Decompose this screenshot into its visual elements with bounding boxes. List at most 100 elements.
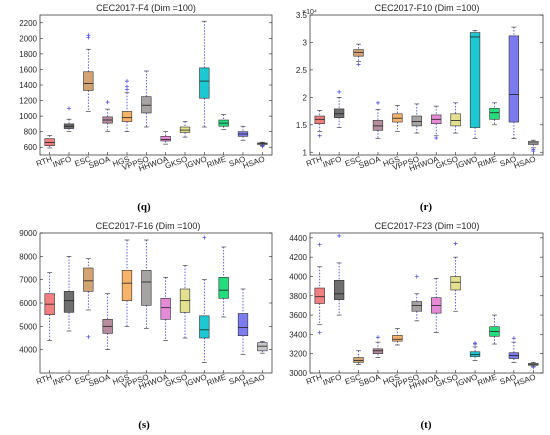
- y-tick-label: 800: [24, 128, 38, 137]
- outlier-marker: [86, 33, 91, 38]
- box-vppso: [411, 274, 422, 322]
- chart-caption: (q): [137, 201, 151, 213]
- box-iqr: [199, 315, 210, 339]
- chart-title: CEC2017-F10 (Dim =100): [375, 3, 480, 13]
- box-iqr: [121, 111, 133, 122]
- box-sao: [237, 288, 249, 355]
- box-hhwoa: [160, 131, 171, 145]
- box-vppso: [141, 239, 152, 329]
- y-tick-label: 4200: [289, 253, 307, 262]
- box-iqr: [141, 270, 152, 306]
- box-iqr: [353, 49, 364, 57]
- box-rth: [314, 110, 325, 138]
- y-tick-label: 2200: [19, 19, 37, 28]
- box-hgs: [392, 105, 403, 132]
- x-tick-label: IGWO: [455, 372, 479, 388]
- outlier-marker: [125, 84, 129, 89]
- box-igwo: [469, 341, 481, 361]
- y-tick-label: 9000: [19, 229, 37, 238]
- outlier-marker: [202, 235, 207, 240]
- box-iqr: [392, 335, 403, 342]
- chart-caption: (s): [138, 419, 150, 431]
- outlier-marker: [67, 106, 71, 111]
- y-tick-label: 7000: [19, 276, 37, 285]
- box-info: [333, 89, 345, 128]
- outlier-marker: [414, 274, 419, 279]
- box-esc: [353, 43, 364, 67]
- outlier-marker: [317, 133, 322, 138]
- box-sboa: [102, 100, 113, 132]
- box-rth: [314, 242, 325, 335]
- y-tick-label: 5000: [19, 322, 37, 331]
- box-iqr: [450, 276, 461, 291]
- box-sao: [508, 26, 520, 139]
- box-sao: [237, 125, 249, 141]
- box-hgs: [121, 79, 133, 132]
- box-sao: [508, 336, 520, 363]
- box-iqr: [83, 71, 94, 91]
- box-hgs: [392, 328, 403, 346]
- box-rime: [218, 246, 229, 318]
- x-tick-label: RTH: [305, 372, 324, 386]
- box-iqr: [63, 291, 75, 313]
- chart-title: CEC2017-F16 (Dim =100): [96, 221, 201, 231]
- box-igwo: [469, 30, 481, 139]
- y-tick-label: 1000: [19, 112, 37, 121]
- x-tick-label: INFO: [52, 372, 73, 387]
- outlier-marker: [375, 335, 380, 340]
- box-hhwoa: [431, 278, 442, 333]
- y-axis-exponent: ×10⁴: [302, 9, 317, 16]
- box-igwo: [199, 235, 210, 363]
- box-iqr: [83, 267, 94, 292]
- box-gkso: [450, 241, 461, 312]
- box-iqr: [314, 115, 325, 125]
- box-iqr: [199, 67, 210, 99]
- x-tick-label: INFO: [322, 154, 343, 169]
- y-tick-label: 4000: [289, 272, 307, 281]
- box-hhwoa: [160, 277, 171, 341]
- outlier-marker: [86, 334, 91, 339]
- box-iqr: [469, 32, 481, 128]
- plot-frame: [39, 232, 273, 374]
- outlier-marker: [337, 89, 342, 94]
- box-iqr: [257, 342, 268, 352]
- box-info: [63, 106, 75, 132]
- y-tick-label: 3600: [289, 311, 307, 320]
- box-iqr: [218, 277, 229, 299]
- outlier-marker: [511, 336, 516, 341]
- y-tick-label: 1.5: [296, 121, 308, 130]
- box-esc: [353, 350, 364, 365]
- outlier-marker: [531, 365, 536, 370]
- box-hsao: [257, 141, 268, 149]
- chart-caption: (r): [420, 201, 433, 213]
- x-tick-label: RIME: [205, 372, 227, 387]
- box-iqr: [372, 120, 384, 131]
- x-tick-label: IGWO: [184, 372, 208, 388]
- outlier-marker: [531, 147, 536, 152]
- x-tick-label: HSAO: [242, 372, 266, 388]
- y-tick-label: 3400: [289, 330, 307, 339]
- y-tick-label: 3200: [289, 350, 307, 359]
- x-tick-label: SBOA: [358, 372, 383, 388]
- box-iqr: [411, 301, 422, 312]
- box-iqr: [237, 313, 249, 336]
- box-gkso: [179, 265, 191, 339]
- y-tick-label: 4400: [289, 234, 307, 243]
- y-tick-label: 1600: [19, 65, 37, 74]
- y-tick-label: 8000: [19, 252, 37, 261]
- x-tick-label: HSAO: [513, 154, 537, 170]
- box-hsao: [257, 341, 268, 354]
- box-iqr: [353, 357, 364, 363]
- box-info: [63, 256, 75, 332]
- y-tick-label: 3.5: [296, 11, 308, 20]
- x-tick-label: RIME: [476, 372, 498, 387]
- outlier-marker: [317, 242, 322, 247]
- chart-t-cec2017-f23: CEC2017-F23 (Dim =100) (t) 3000 3200 3400 3…: [289, 221, 544, 431]
- box-hhwoa: [431, 105, 442, 140]
- y-tick-label: 2000: [19, 34, 37, 43]
- x-tick-label: HSAO: [242, 154, 266, 170]
- x-tick-label: SBOA: [87, 154, 112, 170]
- y-tick-label: 600: [24, 143, 38, 152]
- outlier-marker: [125, 79, 129, 84]
